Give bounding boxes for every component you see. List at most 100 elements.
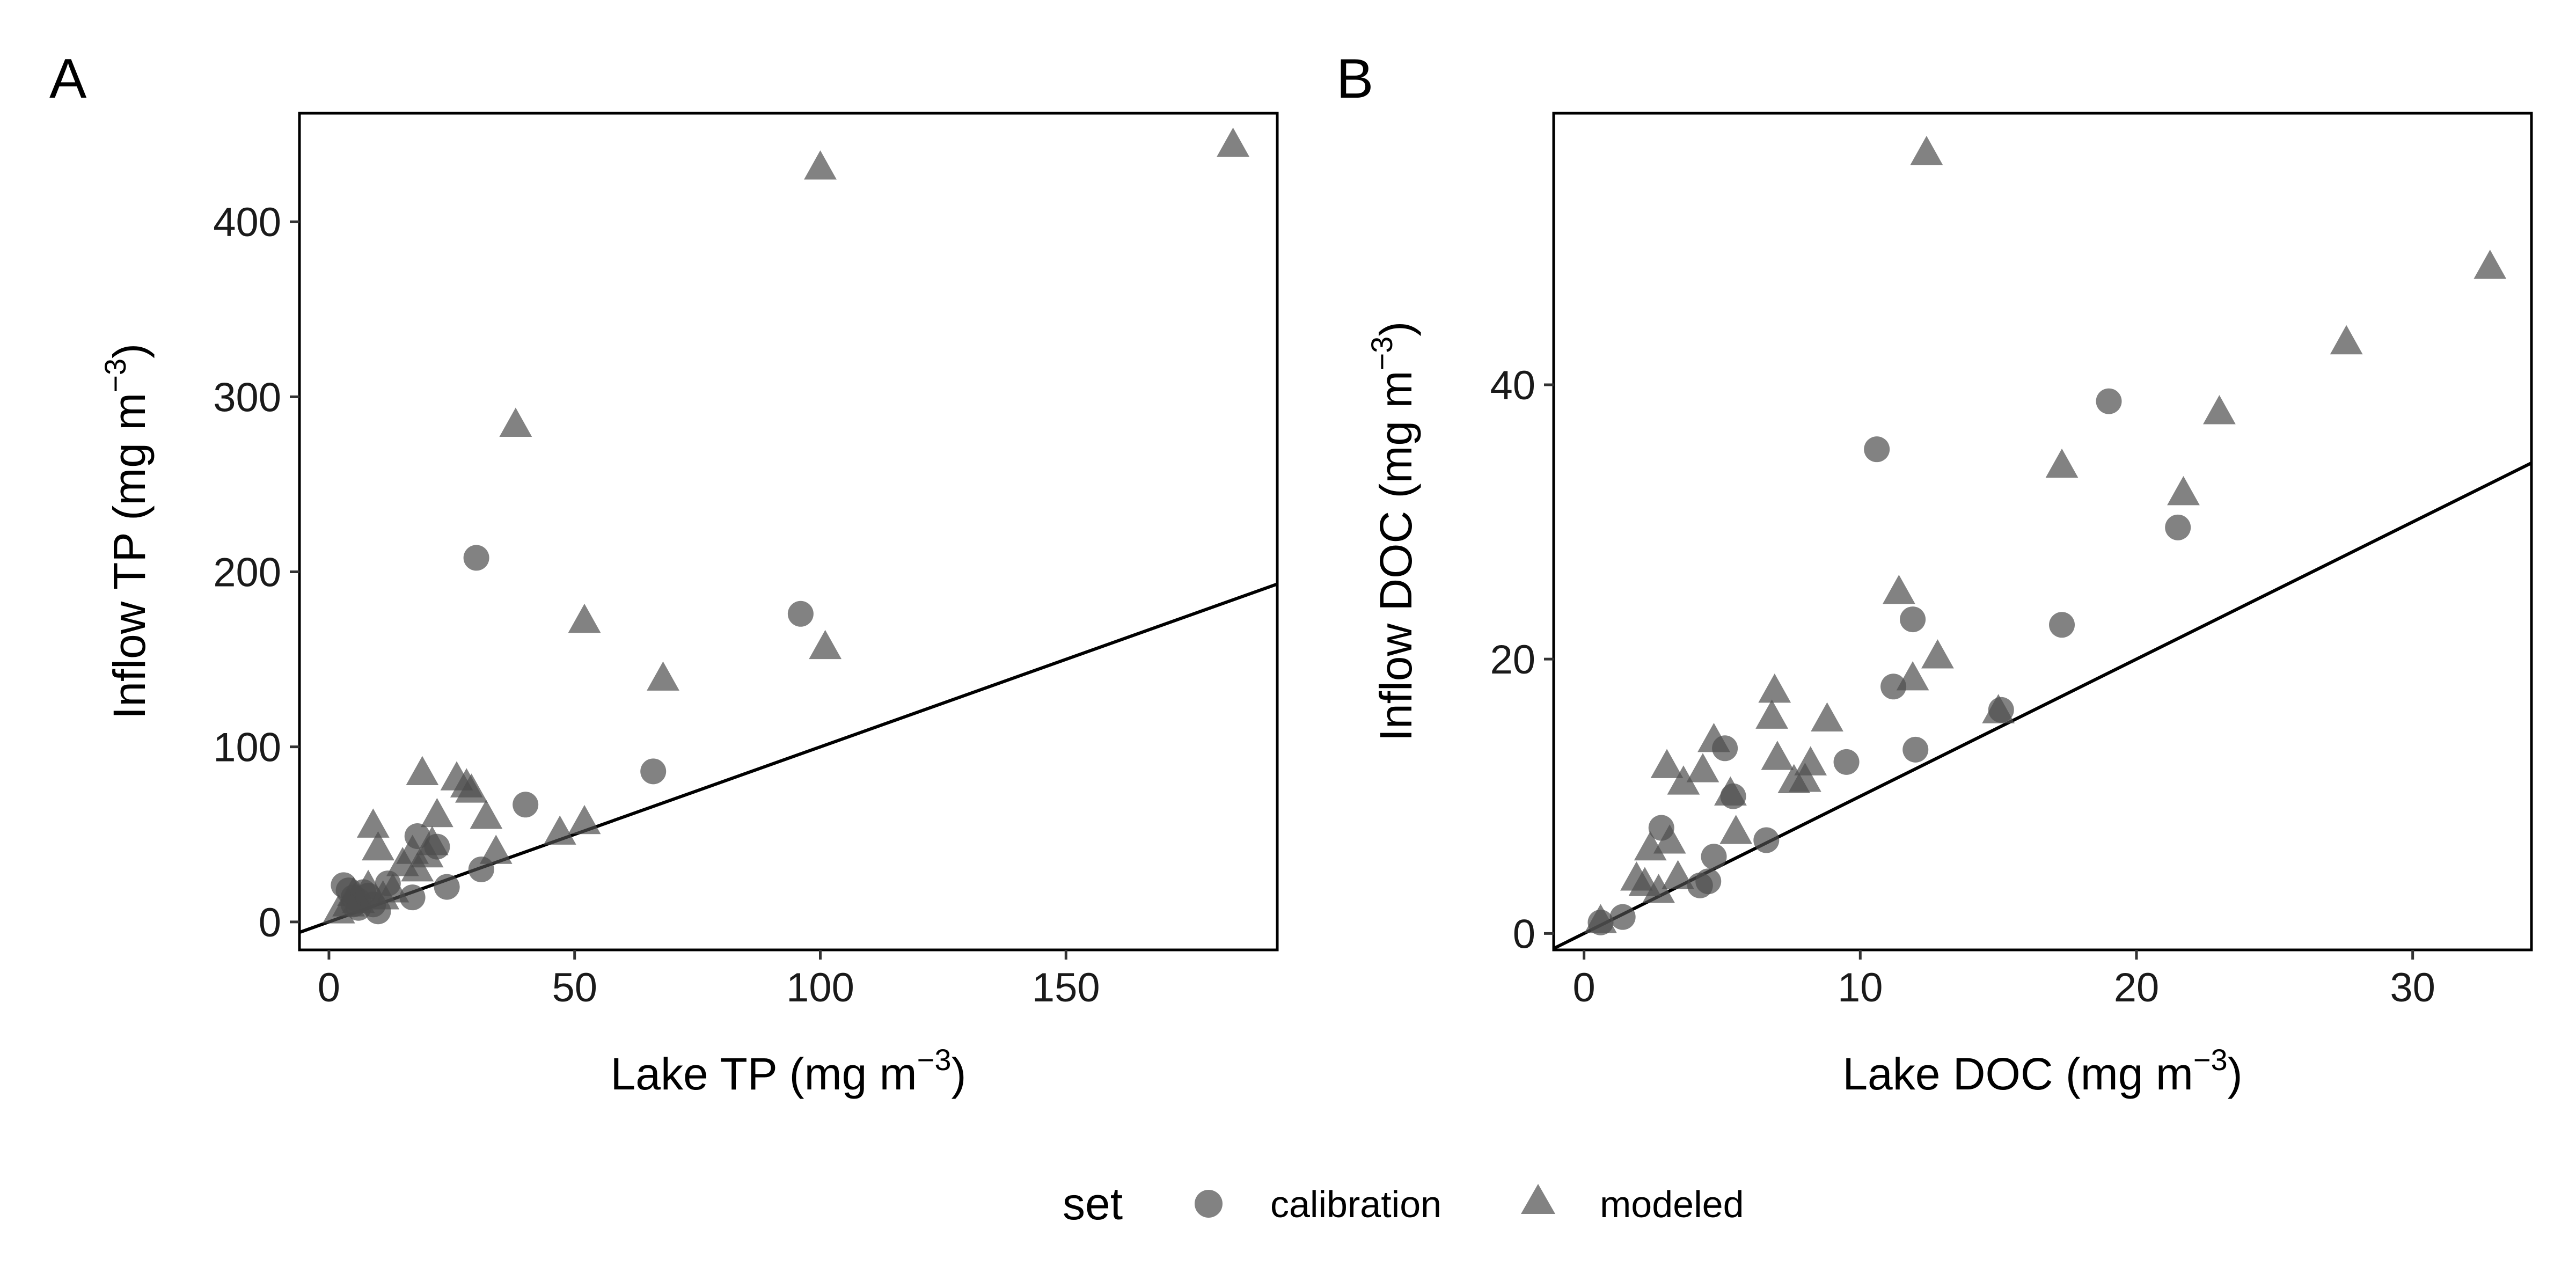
modeled-point (647, 661, 679, 691)
x-tick-label: 0 (318, 965, 340, 1011)
modeled-point (1697, 722, 1730, 752)
calibration-point (513, 792, 539, 818)
calibration-point (434, 874, 460, 900)
panel-b-x-axis-title: Lake DOC (mg m−3) (1842, 1043, 2242, 1099)
panel-a-y-axis-title-main: Inflow TP (mg m (104, 393, 155, 719)
modeled-point (543, 815, 576, 845)
modeled-point (1650, 749, 1684, 778)
modeled-point (1811, 702, 1843, 732)
calibration-point (1701, 844, 1727, 870)
modeled-point (406, 756, 439, 785)
x-tick-label: 150 (1032, 965, 1100, 1011)
modeled-point (499, 407, 532, 437)
calibration-point (1753, 827, 1780, 853)
panel-b-plot-frame (1552, 112, 2533, 952)
calibration-point (2049, 612, 2075, 638)
modeled-point (1758, 673, 1791, 703)
modeled-point (568, 603, 601, 633)
panel-b-x-axis-title-main: Lake DOC (mg m (1842, 1049, 2193, 1099)
panel-a-reference-line-group (298, 582, 1278, 934)
y-tick-label: 400 (213, 200, 281, 245)
x-tick-label: 100 (786, 965, 854, 1011)
calibration-point (787, 601, 814, 627)
modeled-point (2045, 448, 2079, 478)
modeled-point (1882, 574, 1915, 604)
legend: set calibration modeled (1063, 1179, 1744, 1229)
panel-b-y-axis-title-exponent: −3 (1365, 336, 1399, 371)
y-tick-label: 200 (213, 550, 281, 596)
panel-a-ticks: 0 50 100 150 0 100 200 300 400 (213, 200, 1100, 1011)
calibration-point (1900, 606, 1926, 633)
panel-a-letter: A (49, 48, 87, 110)
panel-b-ticks: 0 10 20 30 0 20 40 (1490, 363, 2435, 1011)
panel-b-y-axis-title: Inflow DOC (mg m−3) (1365, 321, 1421, 742)
calibration-point (1880, 674, 1907, 700)
legend-modeled-marker (1521, 1184, 1555, 1214)
x-tick-label: 10 (1838, 965, 1883, 1011)
calibration-point (399, 884, 426, 911)
panel-b-x-axis-title-end: ) (2228, 1049, 2243, 1099)
modeled-point (809, 630, 842, 660)
legend-title: set (1063, 1179, 1123, 1229)
modeled-point (2203, 395, 2236, 425)
modeled-point (479, 835, 513, 864)
modeled-point (352, 869, 385, 899)
panel-b-letter: B (1336, 48, 1373, 110)
calibration-point (640, 758, 667, 785)
y-tick-label: 0 (1513, 911, 1535, 957)
modeled-point (1584, 904, 1617, 933)
reference-line (298, 582, 1278, 934)
panel-a-x-axis-title: Lake TP (mg m−3) (611, 1043, 967, 1099)
modeled-point (415, 826, 449, 855)
modeled-point (362, 831, 394, 861)
modeled-point (376, 873, 409, 903)
calibration-point (2165, 514, 2191, 540)
y-tick-label: 20 (1490, 637, 1535, 683)
calibration-point (1864, 436, 1890, 463)
modeled-point (1217, 127, 1249, 157)
modeled-point (1755, 699, 1789, 729)
y-tick-label: 300 (213, 375, 281, 420)
panel-a-x-axis-title-end: ) (951, 1049, 966, 1099)
calibration-point (463, 545, 489, 571)
x-tick-label: 0 (1572, 965, 1595, 1011)
modeled-point (1896, 661, 1929, 691)
modeled-point (1910, 136, 1943, 165)
modeled-point (1794, 746, 1827, 775)
legend-calibration-label: calibration (1270, 1183, 1441, 1225)
panel-a-plot-frame (298, 112, 1279, 952)
panel-b-y-axis-title-main: Inflow DOC (mg m (1371, 371, 1421, 742)
modeled-point (804, 150, 837, 180)
x-tick-label: 20 (2114, 965, 2160, 1011)
modeled-point (1982, 694, 2015, 723)
legend-calibration-marker (1195, 1190, 1223, 1218)
panel-a-y-axis-title: Inflow TP (mg m−3) (98, 343, 155, 719)
panel-a-x-axis-title-exponent: −3 (917, 1043, 952, 1077)
modeled-point (2167, 475, 2200, 506)
modeled-point (1686, 753, 1719, 782)
panel-a-y-axis-title-exponent: −3 (98, 358, 132, 393)
calibration-point (1695, 868, 1722, 895)
modeled-point (420, 797, 453, 828)
modeled-point (1719, 815, 1753, 844)
y-tick-label: 0 (259, 900, 281, 946)
modeled-point (2473, 250, 2507, 279)
modeled-point (470, 800, 503, 829)
calibration-point (1609, 904, 1636, 930)
x-tick-label: 50 (552, 965, 597, 1011)
y-tick-label: 100 (213, 725, 281, 771)
modeled-point (1921, 639, 1954, 669)
modeled-point (1667, 765, 1700, 795)
legend-modeled-label: modeled (1600, 1183, 1744, 1225)
panel-b-y-axis-title-end: ) (1371, 321, 1421, 336)
modeled-point (1653, 824, 1686, 854)
modeled-point (1714, 776, 1747, 806)
panel-a: A 0 50 100 150 0 100 200 300 400 Lake TP (mg m−3… (49, 48, 1279, 1099)
panel-b-x-axis-title-exponent: −3 (2193, 1043, 2228, 1077)
calibration-point (2096, 388, 2122, 414)
modeled-point (455, 773, 488, 803)
panel-a-points (322, 127, 1249, 925)
modeled-point (356, 808, 390, 838)
